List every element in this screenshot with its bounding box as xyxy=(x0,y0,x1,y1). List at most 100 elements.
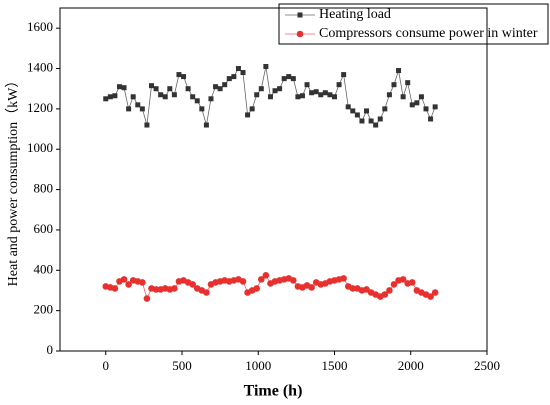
marker xyxy=(427,293,434,300)
marker xyxy=(354,112,360,118)
marker xyxy=(189,281,196,288)
marker xyxy=(336,82,342,88)
marker xyxy=(245,112,251,118)
marker xyxy=(299,93,305,99)
marker xyxy=(414,100,420,106)
marker xyxy=(112,93,118,99)
plot-frame xyxy=(59,7,488,352)
marker xyxy=(377,116,383,122)
legend-marker xyxy=(297,12,303,18)
marker xyxy=(295,94,301,100)
marker xyxy=(340,275,347,282)
marker xyxy=(318,92,324,98)
marker xyxy=(171,92,177,98)
marker xyxy=(309,90,315,96)
legend-marker xyxy=(296,30,304,38)
marker xyxy=(399,276,407,283)
marker xyxy=(386,92,392,98)
marker xyxy=(208,96,214,102)
marker xyxy=(290,277,297,284)
marker xyxy=(253,285,261,292)
x-tick-label: 0 xyxy=(103,358,110,373)
marker xyxy=(222,82,228,88)
marker xyxy=(364,108,370,114)
marker xyxy=(116,84,122,90)
marker xyxy=(290,76,296,82)
marker xyxy=(194,98,200,104)
marker xyxy=(121,85,127,91)
marker xyxy=(231,74,237,80)
marker xyxy=(254,92,260,98)
marker xyxy=(432,104,438,110)
marker xyxy=(217,86,223,92)
marker xyxy=(152,286,160,293)
x-tick-label: 1500 xyxy=(322,358,348,373)
y-tick-label: 800 xyxy=(34,181,54,196)
x-tick-label: 1000 xyxy=(245,358,271,373)
marker xyxy=(167,86,173,92)
marker xyxy=(418,94,424,100)
marker xyxy=(373,122,379,128)
marker xyxy=(149,83,154,89)
x-axis-label: Time (h) xyxy=(244,383,303,400)
marker xyxy=(308,284,315,291)
marker xyxy=(400,94,406,100)
y-tick-label: 1000 xyxy=(27,140,53,155)
y-tick-label: 400 xyxy=(34,261,54,276)
marker xyxy=(286,74,292,80)
marker xyxy=(135,102,141,108)
x-tick-label: 2000 xyxy=(398,358,424,373)
marker xyxy=(368,118,374,124)
marker xyxy=(226,76,232,82)
marker xyxy=(327,92,333,98)
marker xyxy=(235,66,241,72)
y-tick-label: 0 xyxy=(47,342,54,357)
y-tick-label: 600 xyxy=(34,221,54,236)
marker xyxy=(239,278,247,285)
marker xyxy=(322,90,328,96)
marker xyxy=(396,68,402,74)
marker xyxy=(341,72,347,78)
legend-box xyxy=(278,3,549,45)
marker xyxy=(181,74,187,80)
marker xyxy=(281,76,287,82)
marker xyxy=(203,122,209,128)
y-tick-label: 1200 xyxy=(27,100,53,115)
marker xyxy=(263,64,269,70)
legend-label: Heating load xyxy=(319,7,391,22)
marker xyxy=(139,106,145,112)
marker xyxy=(144,122,150,128)
x-tick-label: 2500 xyxy=(474,358,500,373)
marker xyxy=(111,285,119,292)
marker xyxy=(158,92,164,98)
marker xyxy=(120,276,128,283)
marker xyxy=(386,287,393,294)
marker xyxy=(249,106,255,112)
marker xyxy=(431,289,439,296)
marker xyxy=(213,84,219,90)
marker xyxy=(162,94,168,100)
marker xyxy=(171,285,178,292)
y-axis-label: Heat and power consumption（kW） xyxy=(5,74,21,287)
marker xyxy=(199,106,205,112)
y-tick-label: 1400 xyxy=(27,60,53,75)
marker xyxy=(349,285,357,292)
marker xyxy=(103,96,109,102)
legend-label: Compressors consume power in winter xyxy=(319,26,538,41)
marker xyxy=(126,106,132,112)
marker xyxy=(130,94,136,100)
marker xyxy=(267,94,273,100)
marker xyxy=(185,86,191,92)
marker xyxy=(153,86,159,92)
marker xyxy=(382,106,388,112)
marker xyxy=(390,281,398,288)
marker xyxy=(405,80,411,86)
marker xyxy=(107,94,113,100)
marker xyxy=(277,86,283,92)
marker xyxy=(258,86,264,92)
y-tick-label: 200 xyxy=(34,302,54,317)
marker xyxy=(391,82,397,88)
marker xyxy=(359,118,365,124)
marker xyxy=(139,279,146,286)
